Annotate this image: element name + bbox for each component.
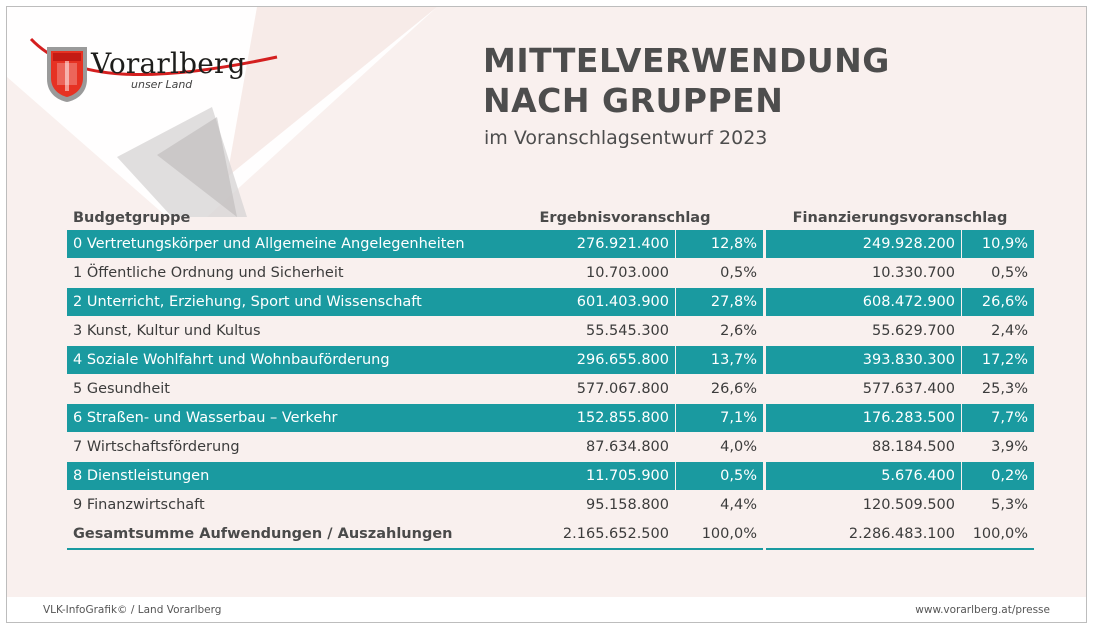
finanzierung-percent: 100,0% bbox=[961, 520, 1034, 550]
ergebnis-percent: 26,6% bbox=[710, 381, 757, 397]
ergebnis-percent: 7,1% bbox=[675, 404, 763, 432]
vorarlberg-logo bbox=[29, 37, 285, 109]
finanzierung-value: 176.283.500 bbox=[766, 404, 961, 432]
table-row: 9 Finanzwirtschaft 95.158.800 4,4% 120.509.… bbox=[67, 491, 1034, 519]
logo-tagline: unser Land bbox=[131, 78, 193, 91]
table-row: 2 Unterricht, Erziehung, Sport und Wisse… bbox=[67, 288, 1034, 316]
total-row: Gesamtsumme Aufwendungen / Auszahlungen 2… bbox=[67, 520, 1034, 550]
table-body: 0 Vertretungskörper und Allgemeine Angel… bbox=[67, 230, 1034, 550]
budget-group-name: 7 Wirtschaftsförderung bbox=[73, 439, 240, 455]
footer-url: www.vorarlberg.at/presse bbox=[915, 604, 1050, 616]
ergebnis-percent: 4,0% bbox=[720, 439, 757, 455]
footer-credit: VLK-InfoGrafik© / Land Vorarlberg bbox=[43, 604, 222, 616]
budget-group-name: 3 Kunst, Kultur und Kultus bbox=[73, 323, 261, 339]
title-line-2: NACH GRUPPEN bbox=[483, 81, 784, 120]
finanzierung-value: 88.184.500 bbox=[871, 439, 955, 455]
ergebnis-percent: 100,0% bbox=[675, 520, 763, 550]
finanzierung-value: 55.629.700 bbox=[871, 323, 955, 339]
finanzierung-percent: 10,9% bbox=[961, 230, 1034, 258]
finanzierung-value: 10.330.700 bbox=[871, 265, 955, 281]
finanzierung-value: 393.830.300 bbox=[766, 346, 961, 374]
header-finanzierungsvoranschlag: Finanzierungsvoranschlag bbox=[792, 210, 1008, 226]
ergebnis-value: 296.655.800 bbox=[487, 346, 675, 374]
finanzierung-value: 608.472.900 bbox=[766, 288, 961, 316]
finanzierung-percent: 25,3% bbox=[981, 381, 1028, 397]
infographic-slide: Vorarlberg unser Land MITTELVERWENDUNG N… bbox=[6, 6, 1087, 623]
ergebnis-value: 87.634.800 bbox=[585, 439, 669, 455]
budget-table: Budgetgruppe Ergebnisvoranschlag Finanzi… bbox=[67, 206, 1034, 550]
footer-bar bbox=[7, 597, 1086, 622]
finanzierung-value: 5.676.400 bbox=[766, 462, 961, 490]
ergebnis-percent: 2,6% bbox=[720, 323, 757, 339]
ergebnis-value: 152.855.800 bbox=[487, 404, 675, 432]
ergebnis-percent: 27,8% bbox=[675, 288, 763, 316]
finanzierung-percent: 26,6% bbox=[961, 288, 1034, 316]
table-row: 3 Kunst, Kultur und Kultus 55.545.300 2,6%… bbox=[67, 317, 1034, 345]
budget-group-name: Gesamtsumme Aufwendungen / Auszahlungen bbox=[67, 520, 487, 550]
ergebnis-percent: 12,8% bbox=[675, 230, 763, 258]
logo-swoosh-icon bbox=[29, 37, 278, 77]
header-ergebnisvoranschlag: Ergebnisvoranschlag bbox=[539, 210, 711, 226]
ergebnis-value: 95.158.800 bbox=[585, 497, 669, 513]
finanzierung-percent: 0,5% bbox=[991, 265, 1028, 281]
budget-group-name: 0 Vertretungskörper und Allgemeine Angel… bbox=[67, 230, 487, 258]
ergebnis-percent: 13,7% bbox=[675, 346, 763, 374]
logo-wordmark: Vorarlberg bbox=[91, 47, 246, 80]
finanzierung-percent: 7,7% bbox=[961, 404, 1034, 432]
budget-group-name: 8 Dienstleistungen bbox=[67, 462, 487, 490]
table-row: 8 Dienstleistungen 11.705.900 0,5% 5.676.40… bbox=[67, 462, 1034, 490]
coat-of-arms-icon bbox=[47, 47, 87, 102]
finanzierung-percent: 0,2% bbox=[961, 462, 1034, 490]
table-header-row: Budgetgruppe Ergebnisvoranschlag Finanzi… bbox=[67, 206, 1034, 230]
budget-group-name: 4 Soziale Wohlfahrt und Wohnbauförderung bbox=[67, 346, 487, 374]
budget-group-name: 6 Straßen- und Wasserbau – Verkehr bbox=[67, 404, 487, 432]
page-subtitle: im Voranschlagsentwurf 2023 bbox=[484, 127, 768, 149]
ergebnis-value: 276.921.400 bbox=[487, 230, 675, 258]
table-row: 0 Vertretungskörper und Allgemeine Angel… bbox=[67, 230, 1034, 258]
decorative-swoosh bbox=[7, 7, 437, 217]
finanzierung-value: 120.509.500 bbox=[862, 497, 955, 513]
finanzierung-value: 577.637.400 bbox=[862, 381, 955, 397]
table-row: 4 Soziale Wohlfahrt und Wohnbauförderung… bbox=[67, 346, 1034, 374]
finanzierung-value: 249.928.200 bbox=[766, 230, 961, 258]
table-row: 7 Wirtschaftsförderung 87.634.800 4,0% 88.1… bbox=[67, 433, 1034, 461]
table-row: 6 Straßen- und Wasserbau – Verkehr 152.85… bbox=[67, 404, 1034, 432]
budget-group-name: 2 Unterricht, Erziehung, Sport und Wisse… bbox=[67, 288, 487, 316]
ergebnis-value: 577.067.800 bbox=[576, 381, 669, 397]
finanzierung-percent: 5,3% bbox=[991, 497, 1028, 513]
budget-group-name: 9 Finanzwirtschaft bbox=[73, 497, 205, 513]
ergebnis-value: 601.403.900 bbox=[487, 288, 675, 316]
table-row: 1 Öffentliche Ordnung und Sicherheit 10.7… bbox=[67, 259, 1034, 287]
finanzierung-percent: 3,9% bbox=[991, 439, 1028, 455]
ergebnis-value: 55.545.300 bbox=[585, 323, 669, 339]
budget-group-name: 1 Öffentliche Ordnung und Sicherheit bbox=[73, 265, 344, 281]
ergebnis-value: 11.705.900 bbox=[487, 462, 675, 490]
header-budgetgruppe: Budgetgruppe bbox=[73, 210, 191, 226]
ergebnis-value: 10.703.000 bbox=[585, 265, 669, 281]
title-line-1: MITTELVERWENDUNG bbox=[483, 41, 890, 80]
table-row: 5 Gesundheit 577.067.800 26,6% 577.637.400 2… bbox=[67, 375, 1034, 403]
finanzierung-percent: 2,4% bbox=[991, 323, 1028, 339]
budget-group-name: 5 Gesundheit bbox=[73, 381, 170, 397]
ergebnis-percent: 4,4% bbox=[720, 497, 757, 513]
ergebnis-percent: 0,5% bbox=[720, 265, 757, 281]
finanzierung-value: 2.286.483.100 bbox=[766, 520, 961, 550]
finanzierung-percent: 17,2% bbox=[961, 346, 1034, 374]
page-title: MITTELVERWENDUNG NACH GRUPPEN bbox=[483, 41, 890, 121]
ergebnis-percent: 0,5% bbox=[675, 462, 763, 490]
ergebnis-value: 2.165.652.500 bbox=[487, 520, 675, 550]
